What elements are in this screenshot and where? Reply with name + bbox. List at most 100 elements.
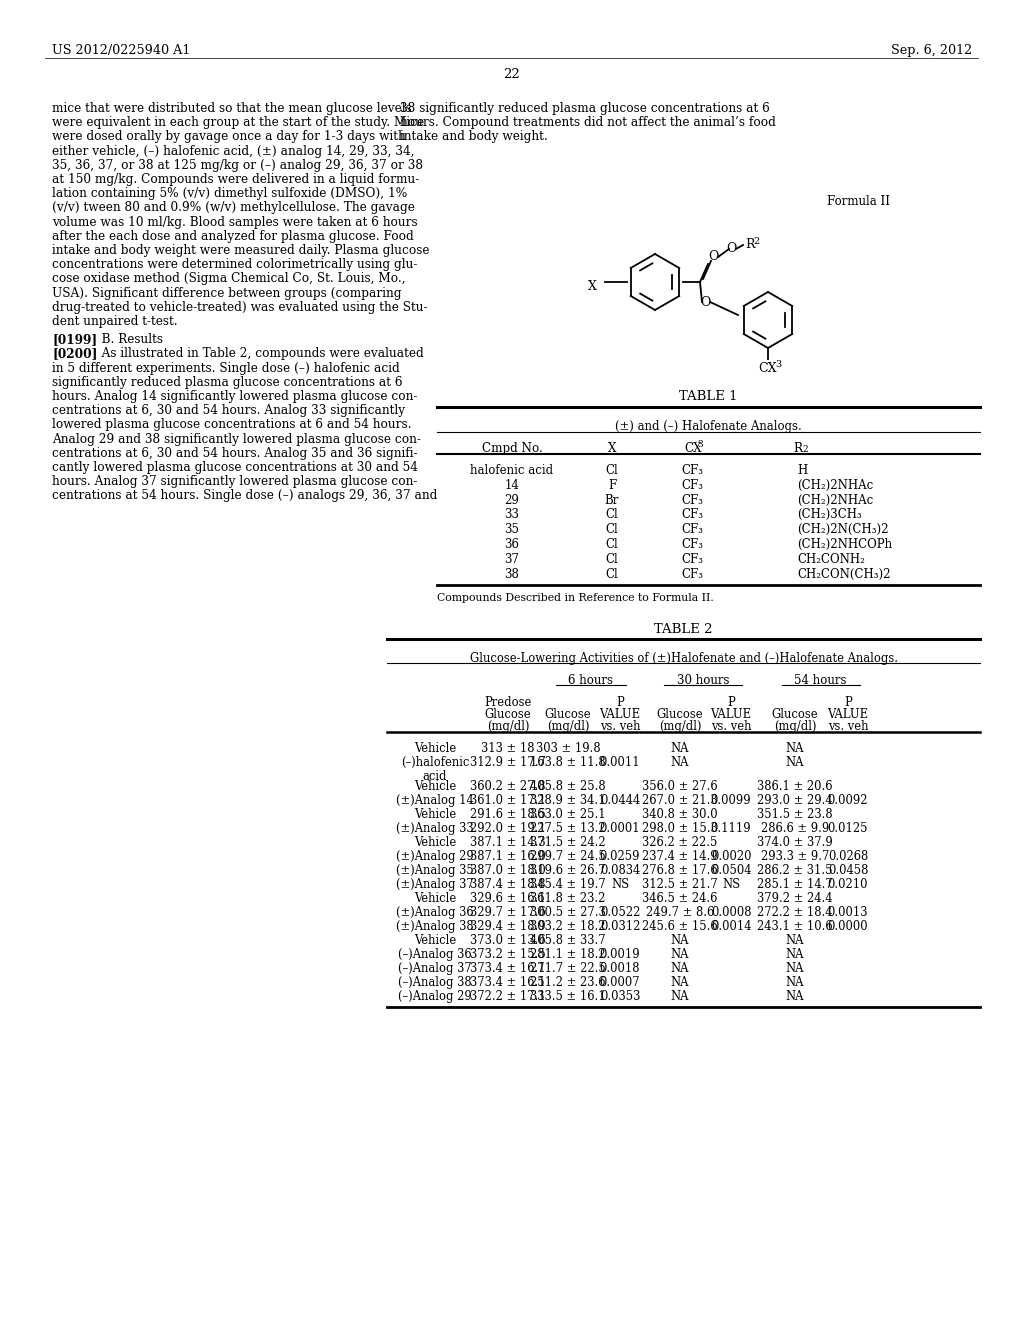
Text: 0.0353: 0.0353 bbox=[600, 990, 640, 1003]
Text: 227.5 ± 13.2: 227.5 ± 13.2 bbox=[530, 822, 606, 836]
Text: (CH₂)2NHAc: (CH₂)2NHAc bbox=[797, 479, 873, 492]
Text: Formula II: Formula II bbox=[827, 195, 890, 209]
Text: 387.4 ± 18.8: 387.4 ± 18.8 bbox=[470, 878, 546, 891]
Text: mice that were distributed so that the mean glucose levels: mice that were distributed so that the m… bbox=[52, 102, 412, 115]
Text: 0.0444: 0.0444 bbox=[600, 795, 640, 808]
Text: 245.6 ± 15.6: 245.6 ± 15.6 bbox=[642, 920, 718, 933]
Text: 373.0 ± 13.6: 373.0 ± 13.6 bbox=[470, 935, 546, 948]
Text: 361.0 ± 17.1: 361.0 ± 17.1 bbox=[470, 795, 546, 808]
Text: CF₃: CF₃ bbox=[681, 523, 703, 536]
Text: hours. Analog 37 significantly lowered plasma glucose con-: hours. Analog 37 significantly lowered p… bbox=[52, 475, 418, 488]
Text: were equivalent in each group at the start of the study. Mice: were equivalent in each group at the sta… bbox=[52, 116, 424, 129]
Text: 38 significantly reduced plasma glucose concentrations at 6: 38 significantly reduced plasma glucose … bbox=[400, 102, 770, 115]
Text: cantly lowered plasma glucose concentrations at 30 and 54: cantly lowered plasma glucose concentrat… bbox=[52, 461, 418, 474]
Text: 237.4 ± 14.9: 237.4 ± 14.9 bbox=[642, 850, 718, 863]
Text: 267.0 ± 21.3: 267.0 ± 21.3 bbox=[642, 795, 718, 808]
Text: 2: 2 bbox=[802, 445, 808, 454]
Text: (±)Analog 29: (±)Analog 29 bbox=[396, 850, 474, 863]
Text: NS: NS bbox=[611, 878, 629, 891]
Text: 371.5 ± 24.2: 371.5 ± 24.2 bbox=[530, 837, 606, 849]
Text: (–)Analog 38: (–)Analog 38 bbox=[398, 977, 472, 990]
Text: (±)Analog 38: (±)Analog 38 bbox=[396, 920, 474, 933]
Text: 0.0011: 0.0011 bbox=[600, 756, 640, 770]
Text: NA: NA bbox=[671, 742, 689, 755]
Text: NA: NA bbox=[785, 935, 804, 948]
Text: 405.8 ± 25.8: 405.8 ± 25.8 bbox=[530, 780, 606, 793]
Text: 0.0018: 0.0018 bbox=[600, 962, 640, 975]
Text: (mg/dl): (mg/dl) bbox=[774, 721, 816, 734]
Text: 286.6 ± 9.9: 286.6 ± 9.9 bbox=[761, 822, 829, 836]
Text: US 2012/0225940 A1: US 2012/0225940 A1 bbox=[52, 44, 190, 57]
Text: NA: NA bbox=[671, 756, 689, 770]
Text: CF₃: CF₃ bbox=[681, 539, 703, 550]
Text: (CH₂)2NHAc: (CH₂)2NHAc bbox=[797, 494, 873, 507]
Text: CF₃: CF₃ bbox=[681, 508, 703, 521]
Text: O: O bbox=[726, 243, 736, 256]
Text: 276.8 ± 17.6: 276.8 ± 17.6 bbox=[642, 865, 718, 878]
Text: hours. Compound treatments did not affect the animal’s food: hours. Compound treatments did not affec… bbox=[400, 116, 776, 129]
Text: 30 hours: 30 hours bbox=[677, 675, 729, 688]
Text: 374.0 ± 37.9: 374.0 ± 37.9 bbox=[757, 837, 833, 849]
Text: 0.0019: 0.0019 bbox=[600, 948, 640, 961]
Text: Glucose: Glucose bbox=[772, 709, 818, 722]
Text: P: P bbox=[844, 697, 852, 709]
Text: Glucose: Glucose bbox=[656, 709, 703, 722]
Text: 0.0504: 0.0504 bbox=[711, 865, 752, 878]
Text: Br: Br bbox=[605, 494, 620, 507]
Text: (–)Analog 37: (–)Analog 37 bbox=[398, 962, 472, 975]
Text: 329.6 ± 16.1: 329.6 ± 16.1 bbox=[470, 892, 546, 906]
Text: As illustrated in Table 2, compounds were evaluated: As illustrated in Table 2, compounds wer… bbox=[90, 347, 424, 360]
Text: Sep. 6, 2012: Sep. 6, 2012 bbox=[891, 44, 972, 57]
Text: NA: NA bbox=[785, 948, 804, 961]
Text: 0.0834: 0.0834 bbox=[600, 865, 640, 878]
Text: F: F bbox=[608, 479, 616, 492]
Text: 0.0210: 0.0210 bbox=[827, 878, 868, 891]
Text: Analog 29 and 38 significantly lowered plasma glucose con-: Analog 29 and 38 significantly lowered p… bbox=[52, 433, 421, 446]
Text: (–)Analog 36: (–)Analog 36 bbox=[398, 948, 472, 961]
Text: 36: 36 bbox=[505, 539, 519, 550]
Text: 300.5 ± 27.3: 300.5 ± 27.3 bbox=[530, 907, 606, 920]
Text: (±)Analog 33: (±)Analog 33 bbox=[396, 822, 474, 836]
Text: in 5 different experiments. Single dose (–) halofenic acid: in 5 different experiments. Single dose … bbox=[52, 362, 399, 375]
Text: 271.7 ± 22.5: 271.7 ± 22.5 bbox=[530, 962, 606, 975]
Text: 387.1 ± 14.3: 387.1 ± 14.3 bbox=[470, 837, 546, 849]
Text: X: X bbox=[608, 442, 616, 455]
Text: (±) and (–) Halofenate Analogs.: (±) and (–) Halofenate Analogs. bbox=[615, 420, 802, 433]
Text: 387.1 ± 16.0: 387.1 ± 16.0 bbox=[470, 850, 546, 863]
Text: lation containing 5% (v/v) dimethyl sulfoxide (DMSO), 1%: lation containing 5% (v/v) dimethyl sulf… bbox=[52, 187, 408, 201]
Text: 312.5 ± 21.7: 312.5 ± 21.7 bbox=[642, 878, 718, 891]
Text: intake and body weight.: intake and body weight. bbox=[400, 131, 548, 144]
Text: CF₃: CF₃ bbox=[681, 465, 703, 477]
Text: 319.6 ± 26.7: 319.6 ± 26.7 bbox=[530, 865, 606, 878]
Text: 333.5 ± 16.1: 333.5 ± 16.1 bbox=[530, 990, 606, 1003]
Text: concentrations were determined colorimetrically using glu-: concentrations were determined colorimet… bbox=[52, 259, 418, 271]
Text: O: O bbox=[708, 251, 718, 264]
Text: CF₃: CF₃ bbox=[681, 553, 703, 566]
Text: P: P bbox=[616, 697, 624, 709]
Text: 298.0 ± 15.3: 298.0 ± 15.3 bbox=[642, 822, 718, 836]
Text: 286.2 ± 31.5: 286.2 ± 31.5 bbox=[758, 865, 833, 878]
Text: NA: NA bbox=[785, 990, 804, 1003]
Text: 329.7 ± 17.6: 329.7 ± 17.6 bbox=[470, 907, 546, 920]
Text: 22: 22 bbox=[504, 69, 520, 81]
Text: 326.2 ± 22.5: 326.2 ± 22.5 bbox=[642, 837, 718, 849]
Text: (mg/dl): (mg/dl) bbox=[547, 721, 589, 734]
Text: 379.2 ± 24.4: 379.2 ± 24.4 bbox=[758, 892, 833, 906]
Text: (v/v) tween 80 and 0.9% (w/v) methylcellulose. The gavage: (v/v) tween 80 and 0.9% (w/v) methylcell… bbox=[52, 202, 415, 214]
Text: TABLE 2: TABLE 2 bbox=[654, 623, 713, 636]
Text: 0.1119: 0.1119 bbox=[711, 822, 752, 836]
Text: 328.9 ± 34.1: 328.9 ± 34.1 bbox=[530, 795, 606, 808]
Text: 14: 14 bbox=[505, 479, 519, 492]
Text: acid: acid bbox=[423, 771, 447, 783]
Text: Glucose-Lowering Activities of (±)Halofenate and (–)Halofenate Analogs.: Glucose-Lowering Activities of (±)Halofe… bbox=[469, 652, 897, 665]
Text: 251.2 ± 23.6: 251.2 ± 23.6 bbox=[530, 977, 606, 990]
Text: 0.0312: 0.0312 bbox=[600, 920, 640, 933]
Text: Cmpd No.: Cmpd No. bbox=[481, 442, 543, 455]
Text: 373.4 ± 16.1: 373.4 ± 16.1 bbox=[470, 977, 546, 990]
Text: 0.0458: 0.0458 bbox=[827, 865, 868, 878]
Text: hours. Analog 14 significantly lowered plasma glucose con-: hours. Analog 14 significantly lowered p… bbox=[52, 389, 418, 403]
Text: Glucose: Glucose bbox=[545, 709, 591, 722]
Text: Cl: Cl bbox=[605, 465, 618, 477]
Text: Vehicle: Vehicle bbox=[414, 808, 456, 821]
Text: centrations at 54 hours. Single dose (–) analogs 29, 36, 37 and: centrations at 54 hours. Single dose (–)… bbox=[52, 490, 437, 503]
